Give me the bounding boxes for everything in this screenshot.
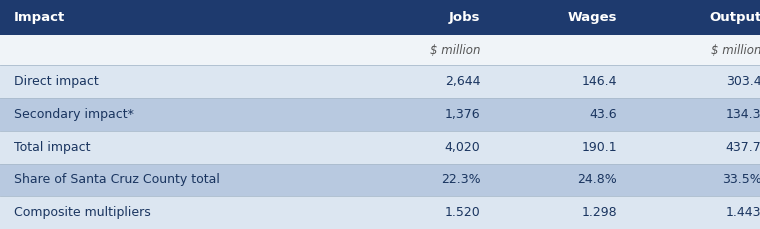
Text: Direct impact: Direct impact: [14, 75, 99, 88]
Text: Wages: Wages: [568, 11, 617, 24]
Text: 1,376: 1,376: [445, 108, 480, 121]
Text: 303.4: 303.4: [726, 75, 760, 88]
Bar: [0, 131, 760, 164]
Text: 43.6: 43.6: [590, 108, 617, 121]
Text: 24.8%: 24.8%: [578, 173, 617, 186]
Text: $ million: $ million: [711, 44, 760, 57]
Text: Impact: Impact: [14, 11, 65, 24]
Bar: [0, 98, 760, 131]
Text: 4,020: 4,020: [445, 141, 480, 154]
Text: 22.3%: 22.3%: [441, 173, 480, 186]
Text: $ million: $ million: [430, 44, 480, 57]
Bar: [0, 196, 760, 229]
Text: 437.7: 437.7: [726, 141, 760, 154]
Bar: [0, 164, 760, 196]
Text: 190.1: 190.1: [581, 141, 617, 154]
Text: Share of Santa Cruz County total: Share of Santa Cruz County total: [14, 173, 220, 186]
Text: 1.443: 1.443: [726, 206, 760, 219]
Text: Total impact: Total impact: [14, 141, 90, 154]
Bar: [0, 35, 760, 65]
Text: Output: Output: [709, 11, 760, 24]
Text: Jobs: Jobs: [449, 11, 480, 24]
Text: Secondary impact*: Secondary impact*: [14, 108, 134, 121]
Text: 2,644: 2,644: [445, 75, 480, 88]
Text: Composite multipliers: Composite multipliers: [14, 206, 150, 219]
Bar: [0, 65, 760, 98]
Text: 146.4: 146.4: [581, 75, 617, 88]
Text: 1.520: 1.520: [445, 206, 480, 219]
Text: 33.5%: 33.5%: [722, 173, 760, 186]
Text: 1.298: 1.298: [581, 206, 617, 219]
Text: 134.3: 134.3: [726, 108, 760, 121]
Bar: [0, 0, 760, 35]
